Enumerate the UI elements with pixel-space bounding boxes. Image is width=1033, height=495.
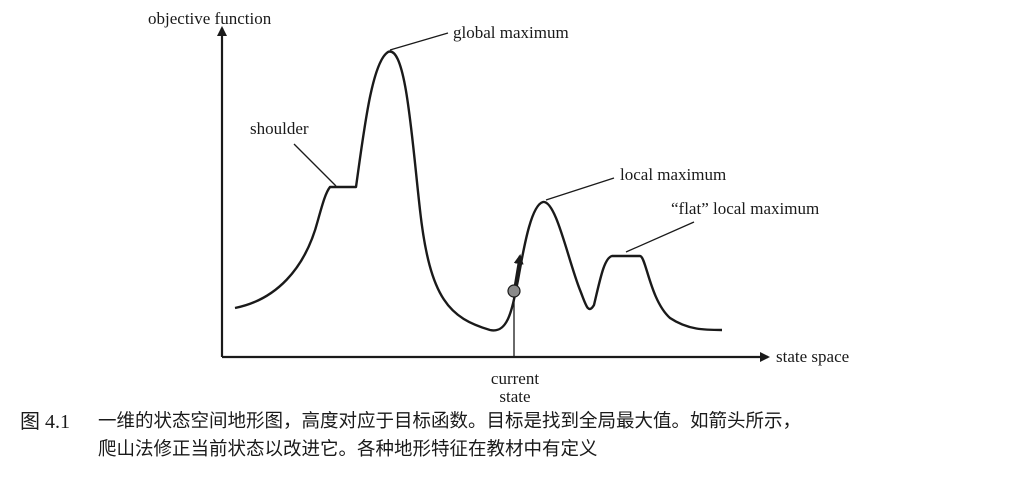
shoulder-label: shoulder — [250, 119, 309, 138]
objective-curve — [234, 50, 723, 332]
current-state-label-line1: current — [491, 369, 539, 388]
caption-line-2: 爬山法修正当前状态以改进它。各种地形特征在教材中有定义 — [98, 439, 598, 460]
x-axis-label: state space — [776, 347, 849, 366]
y-axis-label: objective function — [148, 9, 272, 28]
current-state-point — [507, 284, 521, 298]
local-max-leader — [545, 177, 615, 201]
caption-line-1: 一维的状态空间地形图，高度对应于目标函数。目标是找到全局最大值。如箭头所示， — [98, 411, 802, 432]
figure-number: 图 4.1 — [20, 411, 70, 433]
shoulder-leader — [293, 143, 337, 187]
local-max-label: local maximum — [620, 165, 726, 184]
figure-caption: 图 4.1 一维的状态空间地形图，高度对应于目标函数。目标是找到全局最大值。如箭… — [20, 408, 1020, 464]
global-max-leader — [389, 32, 449, 51]
global-max-label: global maximum — [453, 23, 569, 42]
landscape-diagram: objective function state space global ma… — [148, 9, 849, 405]
flat-local-max-leader — [625, 221, 695, 253]
current-state-label-line2: state — [499, 387, 530, 405]
flat-local-max-label: “flat” local maximum — [671, 199, 819, 218]
